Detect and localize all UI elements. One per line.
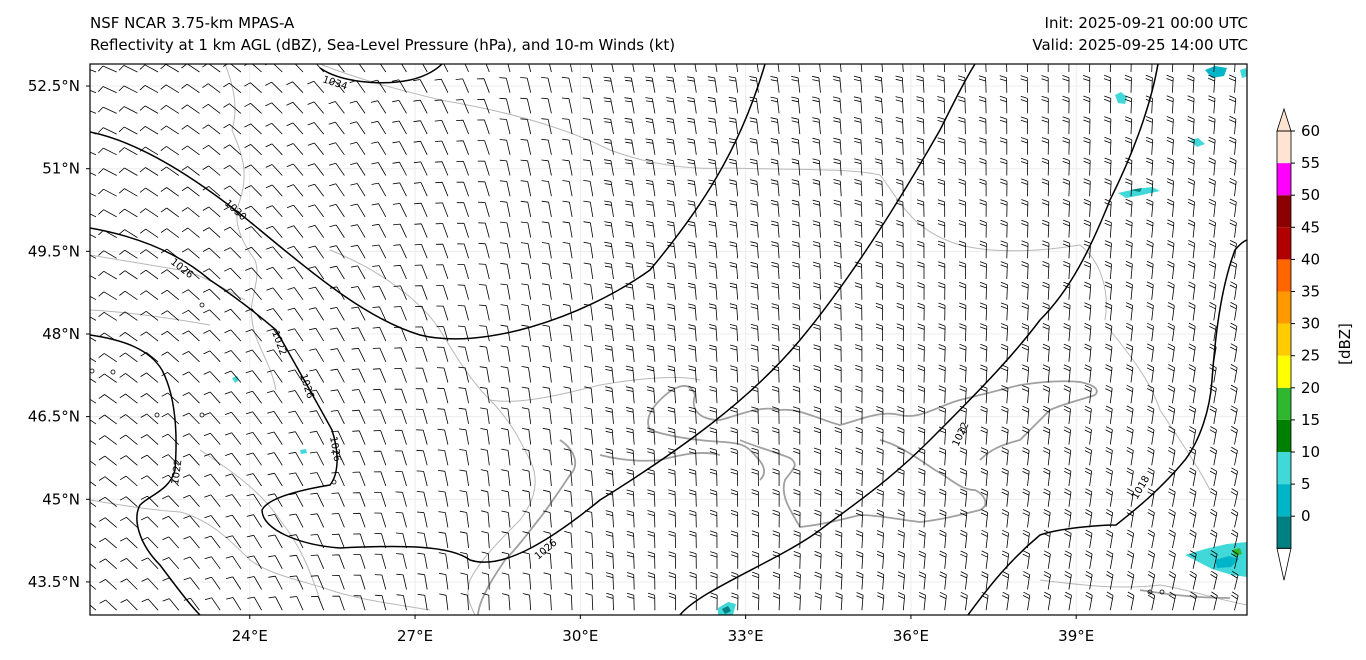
colorbar: 0 5 10 15 20 25 30 35 40 45 50 55 60 bbox=[1276, 107, 1320, 581]
colorbar-unit-label: [dBZ] bbox=[1336, 323, 1354, 365]
lat-label: 46.5°N bbox=[28, 408, 80, 426]
isobar-label: 1022 bbox=[269, 329, 288, 357]
colorbar-segment bbox=[1277, 452, 1291, 485]
valid-time: Valid: 2025-09-25 14:00 UTC bbox=[1032, 36, 1248, 54]
colorbar-segment bbox=[1277, 195, 1291, 228]
model-title: NSF NCAR 3.75-km MPAS-A bbox=[90, 14, 295, 32]
isobar-label: 1026 bbox=[297, 373, 315, 401]
colorbar-tick-label: 35 bbox=[1301, 283, 1320, 301]
colorbar-segment bbox=[1277, 131, 1291, 164]
latitude-labels: 52.5°N 51°N 49.5°N 48°N 46.5°N 45°N 43.5°N bbox=[28, 77, 90, 591]
colorbar-tick-label: 5 bbox=[1301, 475, 1311, 493]
colorbar-segment bbox=[1277, 355, 1291, 388]
isobar-label: 1022 bbox=[170, 459, 184, 486]
colorbar-tick-label: 15 bbox=[1301, 411, 1320, 429]
isobar-label: 1026 bbox=[533, 538, 560, 563]
lon-label: 36°E bbox=[893, 627, 929, 645]
colorbar-segment bbox=[1277, 419, 1291, 452]
graticule bbox=[90, 64, 1247, 615]
lon-label: 27°E bbox=[397, 627, 433, 645]
isobar-label: 1034 bbox=[321, 74, 349, 92]
colorbar-segment bbox=[1277, 291, 1291, 324]
colorbar-extend-bottom bbox=[1276, 547, 1292, 581]
colorbar-extend-top bbox=[1276, 107, 1292, 132]
field-description: Reflectivity at 1 km AGL (dBZ), Sea-Leve… bbox=[90, 36, 676, 54]
isobar-labels: 1034 1030 1026 1022 1026 1026 1022 1026 … bbox=[168, 74, 1152, 562]
colorbar-segment bbox=[1277, 516, 1291, 549]
title-block: NSF NCAR 3.75-km MPAS-A Reflectivity at … bbox=[90, 12, 675, 56]
isobar-label: 1030 bbox=[222, 198, 248, 223]
colorbar-tick-label: 10 bbox=[1301, 443, 1320, 461]
wind-barb-field bbox=[90, 64, 1239, 611]
lon-label: 33°E bbox=[728, 627, 764, 645]
lat-label: 43.5°N bbox=[28, 573, 80, 591]
colorbar-tick-label: 45 bbox=[1301, 218, 1320, 236]
plot-area: 1034 1030 1026 1022 1026 1026 1022 1026 … bbox=[90, 64, 1247, 615]
plot-frame bbox=[89, 63, 1248, 616]
colorbar-tick-label: 40 bbox=[1301, 250, 1320, 268]
colorbar-segment bbox=[1277, 259, 1291, 292]
isobar-label: 1022 bbox=[951, 421, 972, 449]
colorbar-tick-label: 25 bbox=[1301, 347, 1320, 365]
country-borders bbox=[90, 64, 1247, 615]
colorbar-segment bbox=[1277, 323, 1291, 356]
colorbar-frame bbox=[1276, 130, 1292, 549]
lat-label: 51°N bbox=[42, 160, 80, 178]
init-time: Init: 2025-09-21 00:00 UTC bbox=[1044, 14, 1248, 32]
colorbar-segment bbox=[1277, 227, 1291, 260]
wind-barbs bbox=[90, 64, 1239, 611]
colorbar-tick-label: 55 bbox=[1301, 154, 1320, 172]
station-markers bbox=[90, 302, 1165, 595]
colorbar-segment bbox=[1277, 484, 1291, 517]
lat-label: 49.5°N bbox=[28, 242, 80, 260]
lat-label: 48°N bbox=[42, 325, 80, 343]
reflectivity-cells bbox=[232, 66, 1247, 615]
lon-label: 24°E bbox=[232, 627, 268, 645]
lat-label: 45°N bbox=[42, 490, 80, 508]
colorbar-tick-label: 60 bbox=[1301, 122, 1320, 140]
lat-label: 52.5°N bbox=[28, 77, 80, 95]
colorbar-tick-label: 30 bbox=[1301, 315, 1320, 333]
colorbar-segment bbox=[1277, 163, 1291, 196]
isobars bbox=[90, 64, 1247, 615]
longitude-labels: 24°E 27°E 30°E 33°E 36°E 39°E bbox=[232, 615, 1094, 645]
time-block: Init: 2025-09-21 00:00 UTC Valid: 2025-0… bbox=[1032, 12, 1248, 56]
lon-label: 39°E bbox=[1058, 627, 1094, 645]
colorbar-tick-label: 20 bbox=[1301, 379, 1320, 397]
colorbar-tick-label: 0 bbox=[1301, 507, 1311, 525]
colorbar-tick-label: 50 bbox=[1301, 186, 1320, 204]
isobar-label: 1026 bbox=[327, 436, 342, 463]
lon-label: 30°E bbox=[562, 627, 598, 645]
colorbar-segment bbox=[1277, 387, 1291, 420]
